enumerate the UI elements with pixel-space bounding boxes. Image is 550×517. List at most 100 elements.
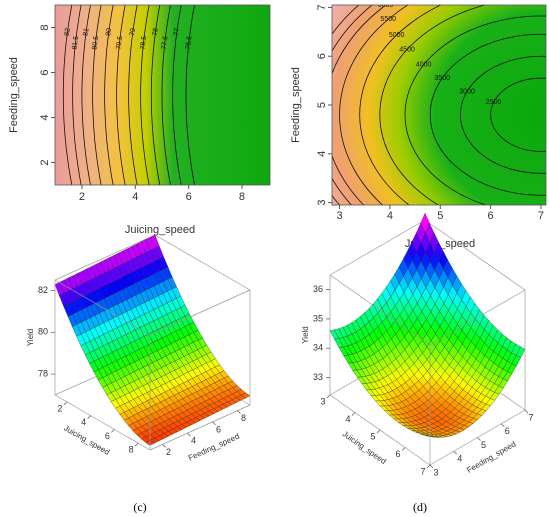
x-tick-label: 7 [538,210,544,222]
contour-label: 4500 [399,46,415,53]
contour-label: 77 [173,28,181,37]
box-edge [329,219,426,276]
x-tick-label: 6 [488,210,494,222]
contour-label: 4000 [416,62,432,69]
contour-label: 80 [105,28,113,37]
heatmap [332,5,546,205]
contour-line [150,5,161,185]
y-tick-label: 5 [316,102,328,108]
y-tick [477,437,481,441]
contour-line [62,5,73,185]
x-tick-label: 6 [186,191,192,203]
x-tick-label: 3 [336,210,342,222]
x-tick [87,415,91,419]
x-tick-label: 8 [239,191,245,203]
contour-line [404,15,546,205]
y-tick [187,432,191,437]
y-tick [237,410,241,414]
contour-label: 78 [152,28,160,37]
contour-label: 3000 [459,88,475,95]
y-tick [524,409,529,414]
y-tick-label: 4 [457,454,462,464]
y-tick-label: 7 [316,4,328,10]
y-axis-label: Feeding_speed [290,67,302,143]
y-tick [453,451,457,455]
panel-label: (c) [133,500,146,514]
contour-label: 5500 [380,16,396,23]
x-axis-label: Juicing_speed [341,429,388,466]
y-tick-label: 4 [316,151,328,157]
contour-line [128,5,138,185]
x-tick [426,464,431,469]
y-tick-label: 2 [166,447,171,457]
contour-line [172,5,182,185]
contour-line [359,5,442,205]
contour-label: 6000 [378,2,394,9]
contour-line [161,5,171,185]
contour-line [460,55,546,174]
x-tick-label: 7 [420,466,425,476]
x-tick-label: 2 [57,403,62,413]
contour-line [72,5,82,185]
contour-label: 78.5 [139,36,148,51]
contour-line [92,5,102,185]
box-edge [154,234,251,291]
box-edge [424,219,526,291]
box-edge [54,279,151,336]
y-tick-label: 3 [316,199,328,205]
contour-line [81,5,91,185]
y-tick-label: 6 [316,53,328,59]
x-axis-label: Juicing_speed [62,423,111,456]
contour-label: 81 [82,28,90,37]
contour-line [185,5,195,185]
z-tick-label: 78 [38,368,48,378]
panel-label: (d) [413,500,427,514]
contour-label: 3500 [434,75,450,82]
y-tick [162,444,166,448]
x-tick [111,429,115,433]
contour-line [116,5,126,185]
x-tick-label: 4 [81,417,86,427]
z-axis-label: Yield [26,329,35,347]
y-tick-label: 7 [528,412,533,422]
y-tick [212,421,216,426]
contour-line [104,5,114,185]
x-tick [63,401,68,406]
x-tick [326,394,331,399]
contour-label: 76.5 [185,36,194,51]
z-tick-label: 82 [38,285,48,295]
y-axis-label: Feeding_speed [8,57,20,133]
y-axis-label: Feeding_speed [465,439,517,474]
x-tick-label: 6 [105,431,110,441]
y-tick-label: 6 [216,424,221,434]
x-tick-label: 4 [345,414,350,424]
contour-line [379,5,487,205]
contour-line [140,5,150,185]
z-tick-label: 33 [313,372,323,382]
z-tick-label: 35 [313,313,323,323]
y-tick [501,423,505,427]
y-tick-label: 6 [505,426,510,436]
box-edge [149,404,251,451]
contour-label: 5000 [389,32,405,39]
x-tick-label: 5 [370,431,375,441]
contour-label: 79 [129,28,137,37]
y-tick-label: 4 [39,114,51,120]
contour-label: 80.5 [91,36,100,51]
contour-label: 81.5 [71,36,80,51]
contour-lines: 2500300035004000450050005500600065007000 [332,2,546,205]
box-edge [329,274,431,346]
z-tick-label: 36 [313,284,323,294]
contour-line [339,5,409,205]
contour-label: 2500 [486,99,502,106]
y-tick-label: 5 [481,440,486,450]
contour-line [490,77,546,152]
y-tick-label: 8 [241,413,246,423]
x-tick [351,412,356,416]
x-tick-label: 4 [387,210,393,222]
y-tick-label: 2 [39,159,51,165]
x-tick-label: 2 [79,191,85,203]
z-axis-label: Yield [301,326,310,344]
contour-label: 79.5 [115,36,124,51]
